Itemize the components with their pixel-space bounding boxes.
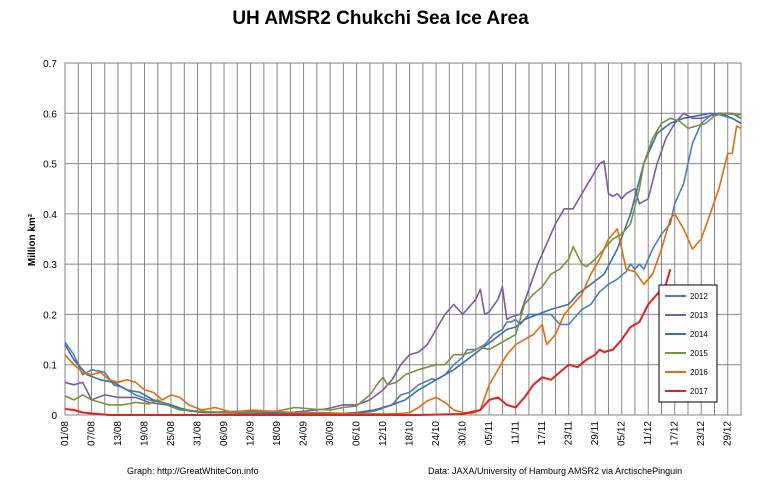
x-tick-label: 05/12 bbox=[617, 421, 628, 446]
y-tick-label: 0.4 bbox=[43, 210, 57, 221]
y-axis-ticks: 0 0.1 0.2 0.3 0.4 0.5 0.6 0.7 bbox=[43, 59, 57, 422]
footer-credit: Graph: http://GreatWhiteCon.info bbox=[127, 466, 259, 476]
x-tick-label: 29/12 bbox=[723, 421, 734, 446]
series-line-2015 bbox=[64, 112, 742, 414]
x-tick-label: 23/12 bbox=[696, 421, 707, 446]
x-tick-label: 30/09 bbox=[325, 421, 336, 446]
x-tick-label: 18/09 bbox=[272, 421, 283, 446]
x-tick-label: 05/11 bbox=[484, 421, 495, 446]
x-tick-label: 17/11 bbox=[537, 421, 548, 446]
x-axis-ticks: 01/08 07/08 13/08 19/08 25/08 31/08 06/09 12/09… bbox=[60, 421, 734, 446]
x-tick-label: 24/09 bbox=[299, 421, 310, 446]
x-tick-label: 25/08 bbox=[166, 421, 177, 446]
legend-label-2015: 2015 bbox=[690, 349, 708, 358]
x-tick-label: 12/09 bbox=[246, 421, 257, 446]
legend-box bbox=[658, 284, 718, 403]
x-tick-label: 17/12 bbox=[670, 421, 681, 446]
series-line-2017 bbox=[64, 268, 672, 416]
legend-label-2012: 2012 bbox=[690, 292, 708, 301]
y-tick-label: 0.3 bbox=[43, 260, 57, 271]
x-tick-label: 23/11 bbox=[564, 421, 575, 446]
x-tick-label: 07/08 bbox=[87, 421, 98, 446]
x-tick-label: 29/11 bbox=[590, 421, 601, 446]
x-tick-label: 11/12 bbox=[643, 421, 654, 446]
x-tick-label: 24/10 bbox=[431, 421, 442, 446]
legend-label-2017: 2017 bbox=[690, 387, 708, 396]
y-tick-label: 0.7 bbox=[43, 59, 57, 70]
x-tick-label: 06/10 bbox=[352, 421, 363, 446]
x-tick-label: 31/08 bbox=[193, 421, 204, 446]
chart-title: UH AMSR2 Chukchi Sea Ice Area bbox=[232, 8, 529, 29]
legend-label-2016: 2016 bbox=[690, 368, 708, 377]
x-tick-label: 30/10 bbox=[458, 421, 469, 446]
x-tick-label: 06/09 bbox=[219, 421, 230, 446]
y-tick-label: 0.6 bbox=[43, 109, 57, 120]
y-tick-label: 0.5 bbox=[43, 160, 57, 171]
plot-area bbox=[64, 62, 742, 416]
legend: 2012 2013 2014 2015 2016 2017 bbox=[658, 284, 718, 403]
y-axis-label: Million km² bbox=[27, 213, 38, 266]
x-tick-label: 19/08 bbox=[140, 421, 151, 446]
grid-lines bbox=[65, 63, 741, 415]
legend-label-2013: 2013 bbox=[690, 311, 708, 320]
x-tick-label: 13/08 bbox=[113, 421, 124, 446]
y-tick-label: 0.2 bbox=[43, 310, 57, 321]
footer-source: Data: JAXA/University of Hamburg AMSR2 v… bbox=[428, 466, 683, 476]
x-tick-label: 01/08 bbox=[60, 421, 71, 446]
y-tick-label: 0.1 bbox=[43, 361, 57, 372]
series-lines bbox=[64, 112, 742, 416]
x-tick-label: 18/10 bbox=[405, 421, 416, 446]
legend-label-2014: 2014 bbox=[690, 330, 708, 339]
x-tick-label: 11/11 bbox=[511, 421, 522, 445]
y-tick-label: 0 bbox=[51, 411, 57, 422]
x-tick-label: 12/10 bbox=[378, 421, 389, 446]
